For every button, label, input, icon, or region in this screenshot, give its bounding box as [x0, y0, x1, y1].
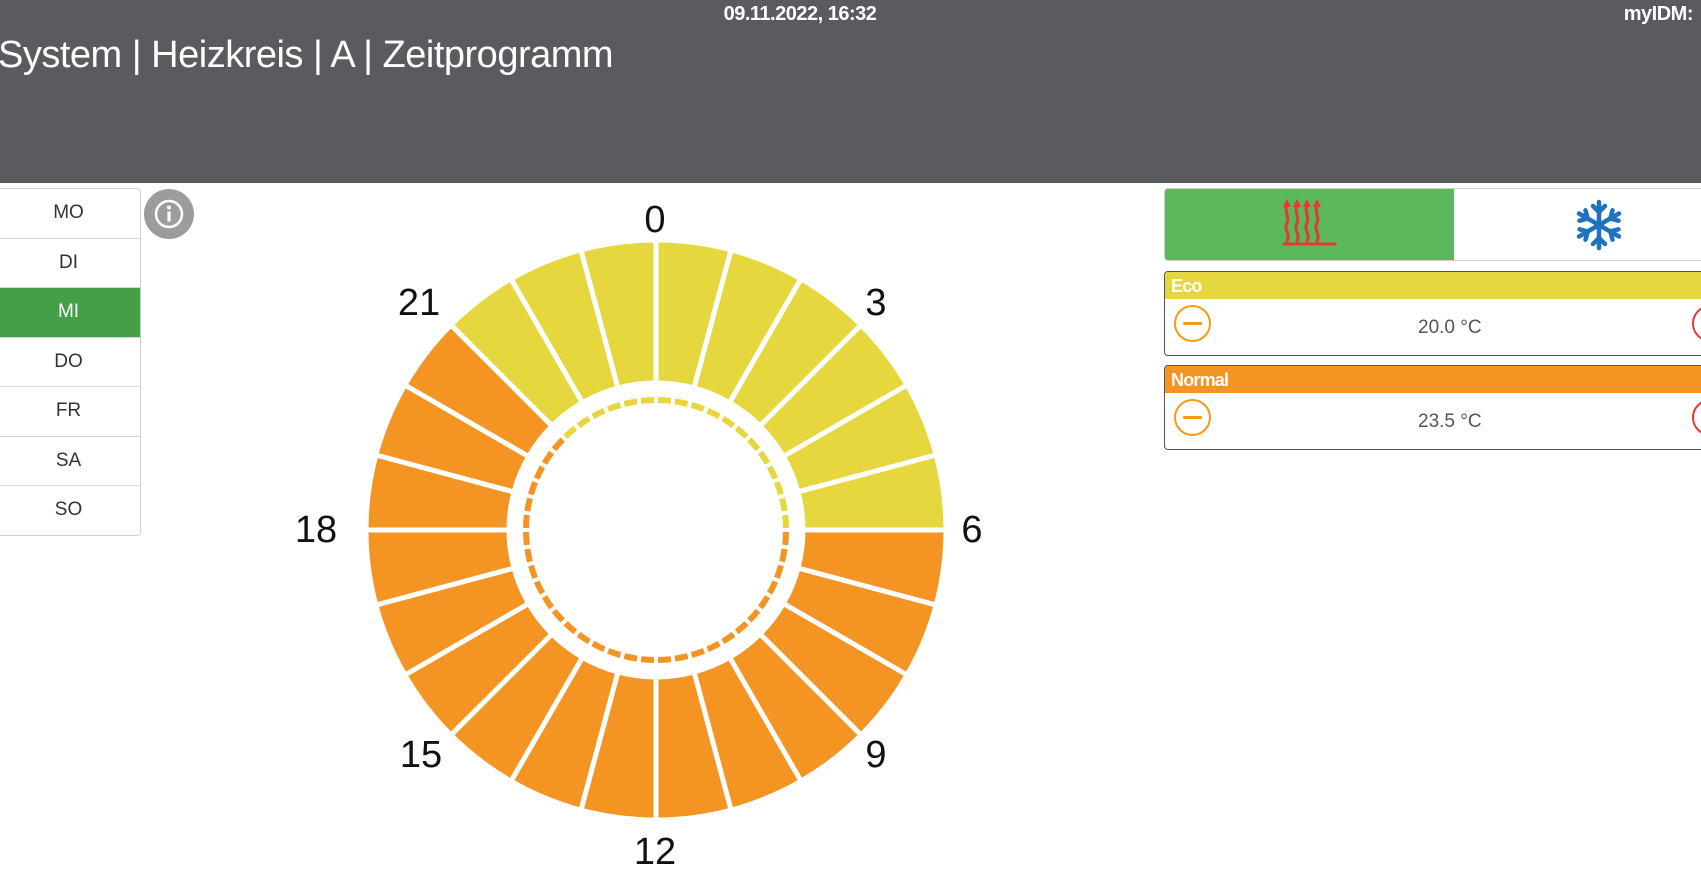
half-hour-segment-11[interactable]: [777, 510, 794, 532]
hour-label-15: 15: [400, 734, 442, 776]
hour-label-6: 6: [961, 509, 982, 551]
cooling-mode-button[interactable]: [1454, 189, 1701, 260]
schedule-segments: [363, 237, 949, 823]
day-item-fr[interactable]: FR: [0, 387, 140, 437]
day-item-so[interactable]: SO: [54, 499, 83, 520]
day-item-sa[interactable]: SA: [0, 437, 140, 486]
mode-switch: [1164, 188, 1701, 261]
day-item-do[interactable]: DO: [0, 338, 140, 387]
datetime: 09.11.2022, 16:32: [723, 3, 877, 25]
normal-decrease-button[interactable]: [1174, 399, 1211, 436]
brand-label[interactable]: myIDM:: [1623, 3, 1694, 25]
heating-mode-button[interactable]: [1165, 189, 1454, 260]
heating-icon: [1282, 199, 1337, 246]
header-bar: 09.11.2022, 16:32 myIDM: System | Heizkr…: [0, 0, 1701, 183]
hour-label-0: 0: [644, 199, 665, 241]
normal-temperature-value: 23.5 °C: [1418, 411, 1482, 432]
half-hour-segment-35[interactable]: [518, 528, 535, 550]
day-item-mo[interactable]: MO: [0, 189, 140, 239]
eco-increase-button[interactable]: [1692, 305, 1701, 342]
hour-labels: 0 3 6 9 12 15 18 21: [295, 199, 983, 873]
page-title: System | Heizkreis | A | Zeitprogramm: [0, 34, 614, 76]
eco-temperature-value: 20.0 °C: [1418, 317, 1482, 338]
normal-temperature-card: Normal 23.5 °C: [1164, 365, 1701, 450]
hour-segment-23[interactable]: [577, 237, 659, 392]
half-hour-segment-23[interactable]: [654, 651, 676, 668]
eco-label: Eco: [1165, 272, 1701, 299]
hour-label-3: 3: [865, 282, 886, 324]
day-item-mi[interactable]: MI: [0, 288, 140, 338]
info-icon: [154, 199, 184, 229]
eco-temperature-card: Eco 20.0 °C: [1164, 271, 1701, 356]
hour-label-12: 12: [634, 831, 676, 873]
snowflake-icon: [1576, 199, 1622, 251]
normal-increase-button[interactable]: [1692, 399, 1701, 436]
schedule-clock: 0 3 6 9 12 15 18 21: [295, 199, 983, 873]
hour-label-9: 9: [865, 734, 886, 776]
info-button[interactable]: [144, 189, 194, 239]
hour-label-18: 18: [295, 509, 337, 551]
day-selector: MO DI MI DO FR SA SO: [0, 188, 141, 536]
schedule-inner-ring: [518, 392, 794, 668]
normal-label: Normal: [1165, 366, 1701, 393]
half-hour-segment-47[interactable]: [636, 392, 658, 409]
eco-decrease-button[interactable]: [1174, 305, 1211, 342]
day-item-di[interactable]: DI: [0, 239, 140, 288]
hour-label-21: 21: [398, 282, 440, 324]
